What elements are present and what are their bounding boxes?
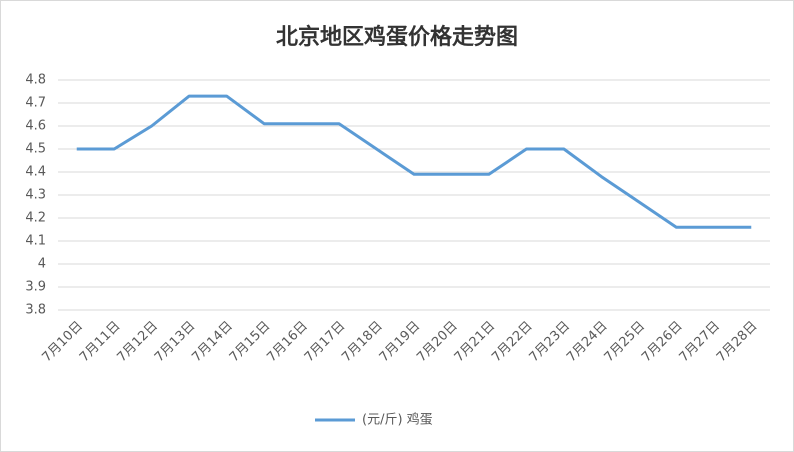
- y-tick-label: 4.5: [25, 142, 46, 157]
- y-tick-label: 4.8: [25, 73, 46, 88]
- y-tick-label: 4.4: [25, 165, 46, 180]
- y-tick-label: 4.2: [25, 211, 46, 226]
- y-tick-label: 4.7: [25, 96, 46, 111]
- chart-title: 北京地区鸡蛋价格走势图: [276, 24, 518, 50]
- data-line: [76, 94, 752, 229]
- y-tick-label: 4.6: [25, 119, 46, 134]
- y-tick-label: 3.8: [25, 303, 46, 318]
- y-tick-label: 4.3: [25, 188, 46, 203]
- y-tick-label: 3.9: [25, 280, 46, 295]
- y-tick-label: 4.1: [25, 234, 46, 249]
- legend-label: (元/斤) 鸡蛋: [362, 412, 433, 428]
- y-tick-label: 4: [38, 257, 46, 272]
